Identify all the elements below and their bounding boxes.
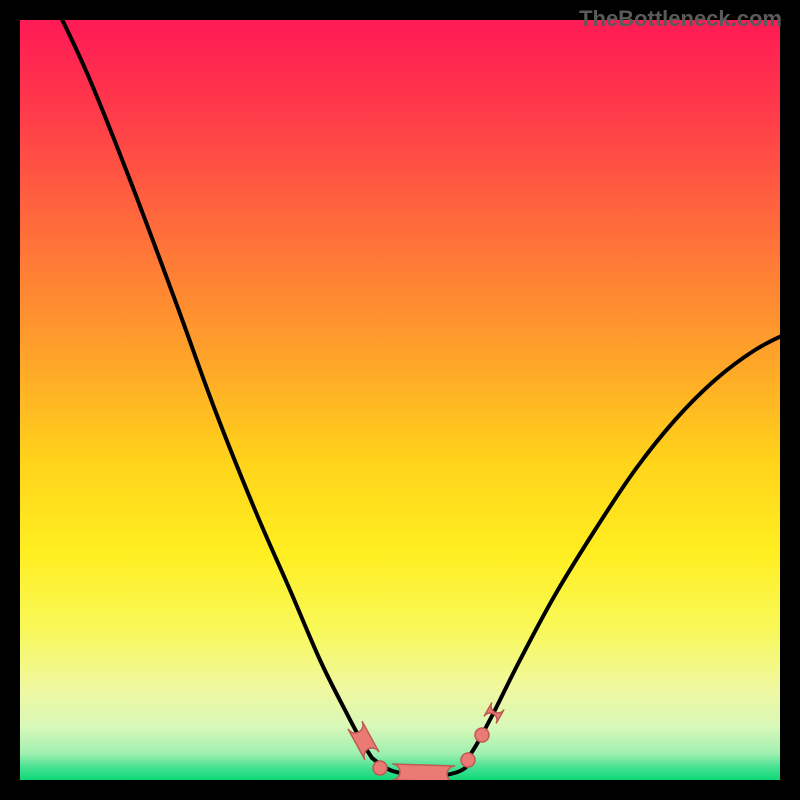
marker-dot xyxy=(475,728,489,742)
marker-dot xyxy=(373,761,387,775)
marker-dot xyxy=(461,753,475,767)
bottleneck-chart xyxy=(0,0,800,800)
watermark-text: TheBottleneck.com xyxy=(579,6,782,32)
marker-capsule xyxy=(392,764,456,782)
gradient-background xyxy=(20,20,780,780)
